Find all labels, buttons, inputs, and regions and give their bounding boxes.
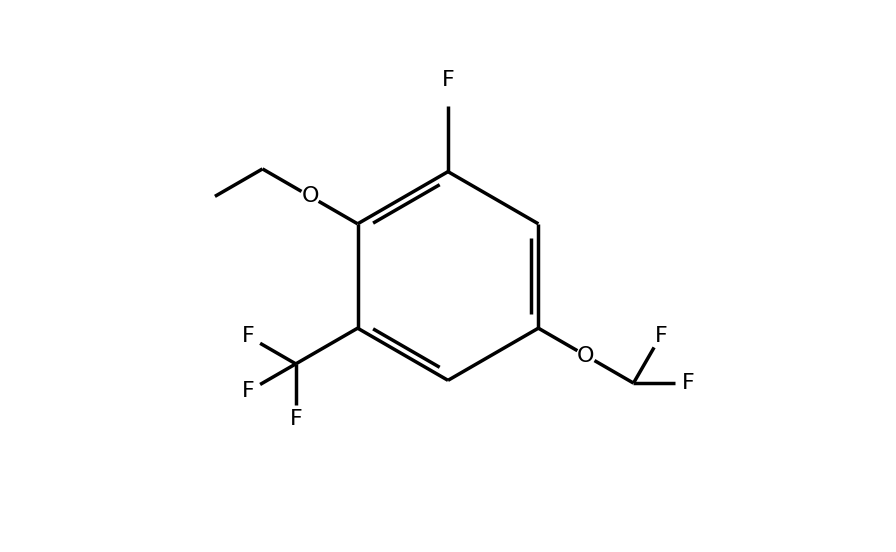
Text: F: F — [289, 409, 302, 429]
Text: F: F — [682, 373, 694, 393]
Text: O: O — [577, 346, 595, 365]
Text: O: O — [301, 187, 319, 206]
Text: F: F — [442, 70, 454, 91]
Text: F: F — [242, 381, 254, 401]
Text: F: F — [242, 326, 254, 347]
Text: F: F — [655, 326, 668, 346]
